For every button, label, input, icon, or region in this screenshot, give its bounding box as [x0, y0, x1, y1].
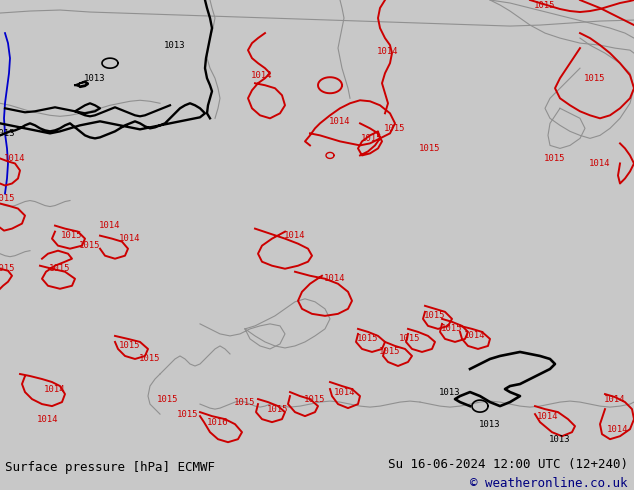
Text: 1015: 1015 — [61, 231, 83, 240]
Text: 1016: 1016 — [207, 417, 229, 427]
Text: 1015: 1015 — [441, 324, 463, 333]
Text: Surface pressure [hPa] ECMWF: Surface pressure [hPa] ECMWF — [5, 461, 215, 474]
Text: 1015: 1015 — [361, 134, 383, 143]
Text: 1013: 1013 — [549, 435, 571, 443]
Text: 1015: 1015 — [178, 410, 198, 418]
Text: 1015: 1015 — [419, 144, 441, 153]
Text: 1014: 1014 — [44, 385, 66, 393]
Text: 1015: 1015 — [0, 194, 16, 203]
Text: 1013: 1013 — [479, 419, 501, 429]
Text: © weatheronline.co.uk: © weatheronline.co.uk — [470, 477, 628, 490]
Text: 1014: 1014 — [324, 274, 346, 283]
Text: Su 16-06-2024 12:00 UTC (12+240): Su 16-06-2024 12:00 UTC (12+240) — [387, 458, 628, 471]
Text: 1014: 1014 — [537, 412, 559, 420]
Text: 1015: 1015 — [234, 397, 256, 407]
Text: 1013: 1013 — [0, 129, 16, 138]
Text: 1014: 1014 — [329, 117, 351, 126]
Text: 1014: 1014 — [4, 154, 26, 163]
Text: 1014: 1014 — [464, 331, 486, 341]
Text: 1015: 1015 — [139, 354, 161, 364]
Text: 1015: 1015 — [0, 264, 16, 273]
Text: 1014: 1014 — [604, 394, 626, 404]
Text: 1015: 1015 — [379, 347, 401, 356]
Text: 1015: 1015 — [268, 405, 288, 414]
Text: 1014: 1014 — [37, 415, 59, 424]
Text: 1013: 1013 — [164, 41, 186, 49]
Text: 1015: 1015 — [544, 154, 566, 163]
Text: 1013: 1013 — [84, 74, 106, 83]
Text: 1015: 1015 — [49, 264, 71, 273]
Text: 1014: 1014 — [284, 231, 306, 240]
Text: 1015: 1015 — [304, 394, 326, 404]
Text: 1014: 1014 — [251, 71, 273, 80]
Text: 1015: 1015 — [424, 311, 446, 320]
Text: 1014: 1014 — [377, 47, 399, 56]
Text: 1015: 1015 — [585, 74, 605, 83]
Text: 1015: 1015 — [399, 334, 421, 343]
Text: 1015: 1015 — [79, 241, 101, 250]
Text: 1015: 1015 — [119, 342, 141, 350]
Text: 1013: 1013 — [439, 388, 461, 396]
Text: 1014: 1014 — [100, 221, 120, 230]
Text: 1015: 1015 — [157, 394, 179, 404]
Text: 1015: 1015 — [534, 0, 556, 9]
Text: 1014: 1014 — [607, 425, 629, 434]
Text: 1014: 1014 — [119, 234, 141, 243]
Text: 1014: 1014 — [589, 159, 611, 168]
Text: 1014: 1014 — [334, 388, 356, 396]
Text: 1015: 1015 — [384, 124, 406, 133]
Text: 1015: 1015 — [357, 334, 378, 343]
